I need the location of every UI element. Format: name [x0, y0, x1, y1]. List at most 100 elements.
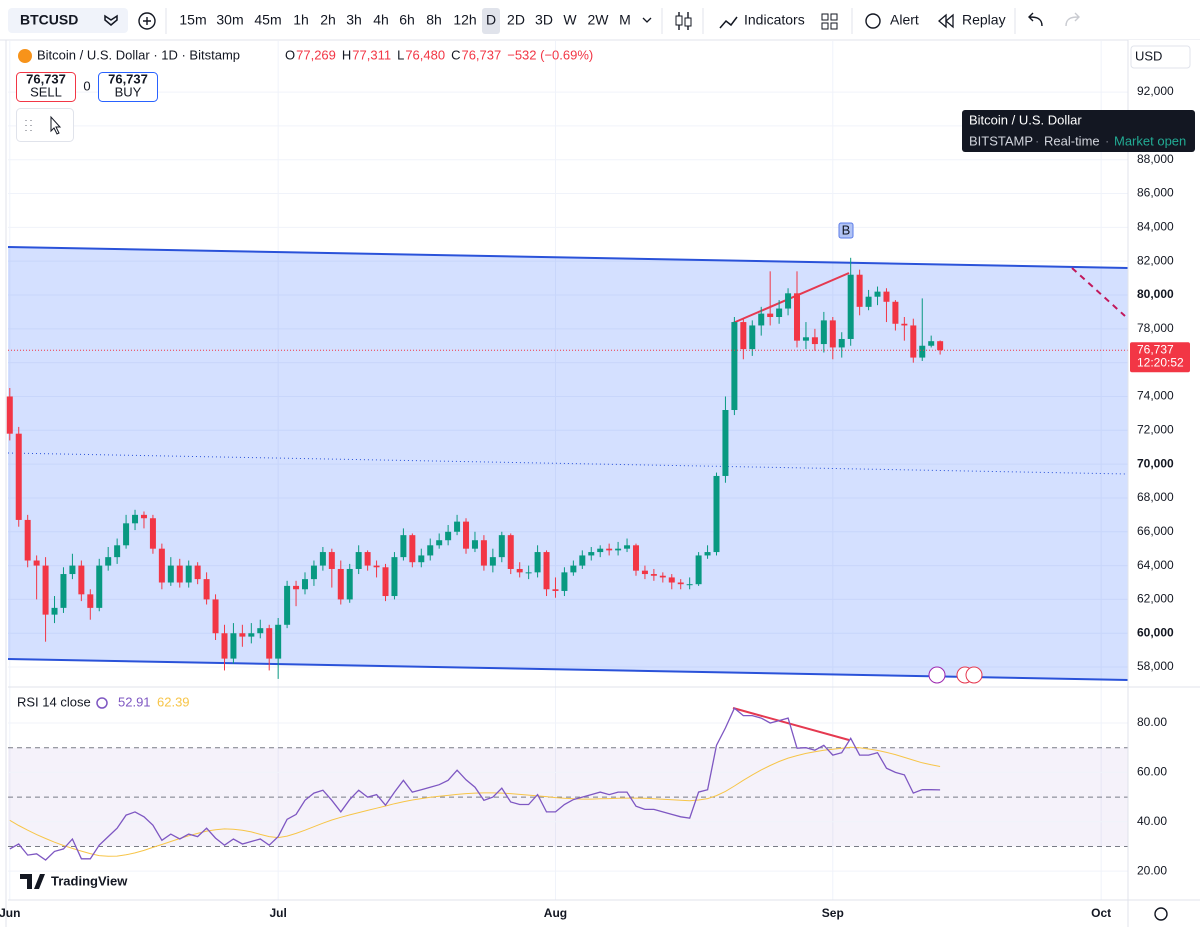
candle-body: [123, 523, 130, 546]
symbol[interactable]: BTCUSD: [20, 12, 78, 28]
y-tick-label: 64,000: [1137, 558, 1174, 572]
candle-body: [445, 531, 452, 541]
ohlc-value: 77,269: [296, 47, 336, 62]
interval-button[interactable]: 3h: [346, 12, 362, 28]
interval-button[interactable]: 2W: [588, 12, 610, 28]
ohlc-key: H: [342, 47, 351, 62]
candle-body: [301, 579, 308, 590]
interval-button[interactable]: 1h: [293, 12, 309, 28]
candle-body: [829, 320, 836, 348]
interval-button[interactable]: M: [619, 12, 631, 28]
replay-button[interactable]: Replay: [962, 12, 1006, 28]
watch-icon[interactable]: [104, 14, 118, 26]
candle-body: [776, 308, 783, 317]
candle-body: [42, 565, 49, 615]
candle-body: [149, 518, 156, 549]
replay-icon[interactable]: [938, 13, 954, 29]
add-icon[interactable]: [138, 12, 156, 30]
candle-body: [364, 552, 371, 566]
candle-body: [337, 568, 344, 600]
candle-body: [892, 301, 899, 324]
symbol-box[interactable]: [8, 8, 128, 33]
event-icon[interactable]: [928, 666, 946, 684]
logo: TradingView: [51, 873, 128, 888]
settings-icon[interactable]: [1154, 907, 1168, 921]
tooltip-feed: Real-time: [1044, 133, 1100, 148]
candle-body: [731, 322, 738, 411]
rsi-value: 52.91: [118, 694, 151, 709]
y-tick-label: 84,000: [1137, 220, 1174, 234]
candle-body: [910, 325, 917, 358]
candle-body: [758, 313, 765, 326]
candle-body: [632, 545, 639, 571]
candle-body: [167, 565, 174, 583]
rsi-line: [9, 746, 941, 857]
sell-button[interactable]: [16, 72, 76, 102]
candle-body: [588, 552, 595, 556]
event-marker[interactable]: [838, 222, 854, 239]
rsi-settings-icon[interactable]: [96, 697, 108, 709]
interval-button[interactable]: 15m: [179, 12, 206, 28]
candle-body: [749, 325, 756, 350]
candle-body: [695, 555, 702, 585]
ohlc-legend: O 77,269 H 77,311 L 76,480 C 76,737 −532 (−0.69%…: [285, 47, 593, 62]
drag-handle[interactable]: [25, 120, 32, 131]
candle-body: [427, 545, 434, 556]
interval-button[interactable]: 4h: [373, 12, 389, 28]
candle-body: [785, 293, 792, 309]
buy-price: 76,737: [108, 71, 148, 86]
indicators-icon[interactable]: [719, 16, 738, 29]
indicators-button[interactable]: Indicators: [744, 12, 805, 28]
interval-selected: [482, 8, 500, 34]
interval-button[interactable]: 8h: [426, 12, 442, 28]
interval-button[interactable]: 45m: [254, 12, 281, 28]
interval-button[interactable]: D: [486, 12, 496, 28]
alert-icon[interactable]: [865, 13, 881, 29]
buy-button[interactable]: [98, 72, 158, 102]
candle-body: [454, 521, 461, 532]
event-icon[interactable]: [965, 666, 983, 684]
y-tick-label: 66,000: [1137, 524, 1174, 538]
candle-body: [802, 337, 809, 341]
candle-body: [105, 557, 112, 566]
rsi-ma-value: 62.39: [157, 694, 190, 709]
coin-icon: [18, 49, 32, 63]
y-tick-label: 74,000: [1137, 389, 1174, 403]
change: −532 (−0.69%): [507, 47, 593, 62]
y-tick-label: 62,000: [1137, 592, 1174, 606]
alert-button[interactable]: Alert: [890, 12, 919, 28]
candle-body: [239, 633, 246, 637]
candle-body: [624, 545, 631, 549]
currency-box[interactable]: [1130, 45, 1191, 69]
y-tick-label: 60.00: [1137, 765, 1167, 779]
y-tick-label: 72,000: [1137, 422, 1174, 436]
interval-menu[interactable]: [642, 17, 652, 23]
candle-body: [552, 589, 559, 591]
interval-button[interactable]: 30m: [216, 12, 243, 28]
templates-icon[interactable]: [821, 13, 829, 21]
undo-button[interactable]: [1028, 12, 1043, 27]
interval-button[interactable]: 12h: [453, 12, 476, 28]
interval-button[interactable]: 2h: [320, 12, 336, 28]
candle-body: [373, 565, 380, 568]
cursor-tool[interactable]: [50, 115, 62, 135]
candle-body: [248, 633, 255, 637]
ohlc-value: 76,480: [405, 47, 445, 62]
candle-body: [489, 557, 496, 566]
candle-body: [69, 565, 76, 575]
series-title: Bitcoin / U.S. Dollar · 1D · Bitstamp: [37, 47, 240, 62]
interval-button[interactable]: 6h: [399, 12, 415, 28]
candle-body: [185, 565, 192, 583]
ohlc-key: C: [451, 47, 460, 62]
interval-button[interactable]: W: [563, 12, 577, 28]
candle-body: [507, 535, 514, 569]
ohlc-value: 77,311: [352, 47, 391, 62]
tooltip-dot: ·: [1105, 133, 1109, 148]
interval-button[interactable]: 2D: [507, 12, 525, 28]
interval-button[interactable]: 3D: [535, 12, 553, 28]
redo-button[interactable]: [1065, 12, 1080, 27]
candle-body: [96, 565, 103, 608]
candle-body: [498, 535, 505, 558]
candle-body: [418, 555, 425, 563]
add-icon-plus: [143, 17, 151, 25]
